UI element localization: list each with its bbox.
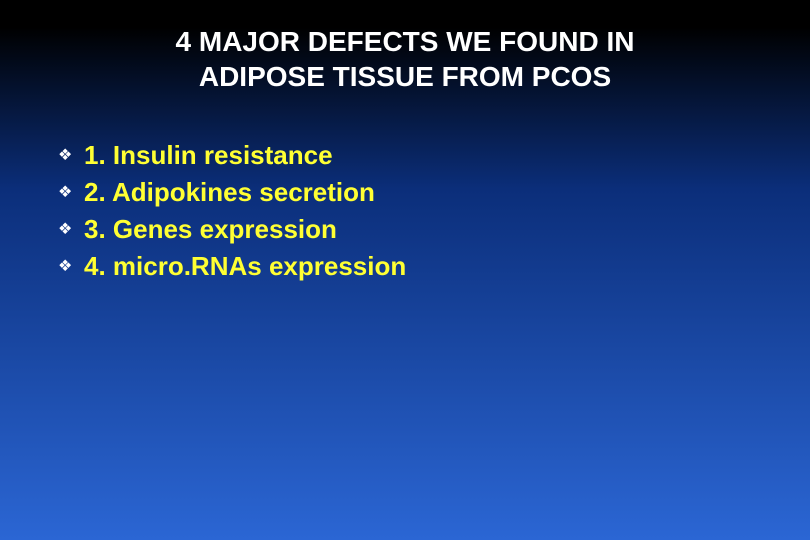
slide: 4 MAJOR DEFECTS WE FOUND IN ADIPOSE TISS… [0, 0, 810, 540]
item-text: 1. Insulin resistance [84, 140, 333, 171]
bullet-list: ❖ 1. Insulin resistance ❖ 2. Adipokines … [0, 140, 810, 282]
item-text: 4. micro.RNAs expression [84, 251, 406, 282]
title-line-2: ADIPOSE TISSUE FROM PCOS [199, 61, 611, 92]
title-line-1: 4 MAJOR DEFECTS WE FOUND IN [176, 26, 635, 57]
list-item: ❖ 4. micro.RNAs expression [58, 251, 810, 282]
list-item: ❖ 2. Adipokines secretion [58, 177, 810, 208]
item-text: 3. Genes expression [84, 214, 337, 245]
list-item: ❖ 1. Insulin resistance [58, 140, 810, 171]
list-item: ❖ 3. Genes expression [58, 214, 810, 245]
bullet-icon: ❖ [58, 185, 84, 201]
bullet-icon: ❖ [58, 259, 84, 275]
bullet-icon: ❖ [58, 222, 84, 238]
item-text: 2. Adipokines secretion [84, 177, 375, 208]
bullet-icon: ❖ [58, 148, 84, 164]
slide-title: 4 MAJOR DEFECTS WE FOUND IN ADIPOSE TISS… [41, 24, 770, 94]
